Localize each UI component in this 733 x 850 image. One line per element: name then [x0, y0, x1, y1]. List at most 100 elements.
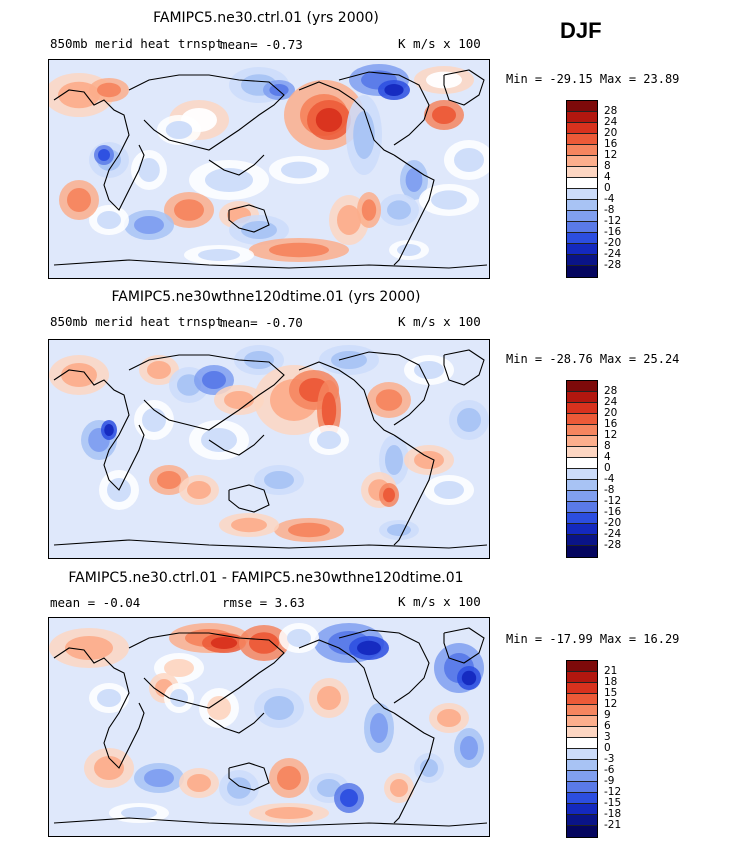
field-anomaly-core	[390, 779, 408, 797]
colorbar-level-label: -28	[604, 539, 622, 551]
colorbar-box	[567, 705, 597, 716]
panel1-mean: mean= -0.73	[220, 37, 303, 52]
colorbar-level-label: -9	[604, 775, 615, 787]
field-anomaly-core	[397, 244, 421, 256]
panel2-map	[48, 339, 490, 559]
field-anomaly-core	[65, 636, 113, 660]
field-anomaly-core	[414, 361, 444, 379]
field-anomaly-core	[461, 670, 477, 686]
coastline	[393, 712, 435, 824]
field-anomaly-core	[375, 389, 403, 411]
colorbar-box	[567, 392, 597, 403]
colorbar-level-label: 0	[604, 182, 611, 194]
colorbar-box	[567, 782, 597, 793]
coastline	[393, 154, 435, 266]
field-anomaly-core	[321, 392, 337, 428]
panel3-title: FAMIPC5.ne30.ctrl.01 - FAMIPC5.ne30wthne…	[68, 570, 464, 586]
panel1-map	[48, 59, 490, 279]
colorbar-box	[567, 716, 597, 727]
colorbar-box	[567, 425, 597, 436]
field-anomaly-core	[361, 199, 377, 221]
field-anomaly-core	[387, 524, 411, 536]
colorbar-box	[567, 403, 597, 414]
colorbar-box	[567, 480, 597, 491]
colorbar-box	[567, 661, 597, 672]
field-anomaly-core	[454, 148, 484, 172]
colorbar-level-label: 15	[604, 687, 618, 699]
season-label: DJF	[560, 18, 602, 43]
colorbar-level-label: 16	[604, 418, 618, 430]
field-anomaly-core	[357, 640, 381, 656]
field-anomaly-core	[317, 431, 341, 449]
colorbar-box	[567, 156, 597, 167]
colorbar-level-label: 0	[604, 462, 611, 474]
panel3-minmax: Min = -17.99 Max = 16.29	[506, 632, 680, 646]
coastline	[338, 351, 430, 426]
field-anomaly-core	[405, 168, 423, 192]
colorbar-level-label: -4	[604, 473, 615, 485]
colorbar-box	[567, 414, 597, 425]
field-anomaly-core	[67, 188, 91, 212]
colorbar-level-label: 12	[604, 149, 618, 161]
field-anomaly-core	[337, 205, 361, 235]
field-anomaly-core	[198, 249, 240, 261]
field-svg	[49, 60, 489, 278]
coastline	[53, 369, 145, 491]
colorbar-level-label: 12	[604, 429, 618, 441]
coastline	[53, 817, 488, 827]
colorbar-level-label: -3	[604, 753, 615, 765]
colorbar-level-label: 12	[604, 698, 618, 710]
colorbar-box	[567, 436, 597, 447]
colorbar-level-label: -16	[604, 506, 622, 518]
field-anomaly-core	[385, 445, 403, 475]
field-anomaly-core	[457, 408, 481, 432]
colorbar-box	[567, 672, 597, 683]
panel3-units: K m/s x 100	[398, 594, 481, 609]
colorbar-level-label: 16	[604, 138, 618, 150]
field-anomaly-core	[315, 108, 343, 132]
field-anomaly-core	[287, 629, 311, 647]
field-anomaly-core	[174, 199, 204, 221]
field-anomaly-core	[370, 713, 388, 743]
field-anomaly-core	[264, 696, 294, 720]
colorbar-box	[567, 760, 597, 771]
colorbar-box	[567, 727, 597, 738]
panel2-title: FAMIPC5.ne30wthne120dtime.01 (yrs 2000)	[111, 289, 421, 305]
colorbar-box	[567, 112, 597, 123]
colorbar-box	[567, 458, 597, 469]
field-anomaly-core	[121, 807, 157, 819]
colorbar-level-label: -8	[604, 204, 615, 216]
field-anomaly-core	[432, 106, 456, 124]
field-anomaly-core	[317, 779, 341, 797]
panel1-title: FAMIPC5.ne30.ctrl.01 (yrs 2000)	[153, 10, 379, 26]
field-anomaly-core	[97, 689, 121, 707]
colorbar-box	[567, 694, 597, 705]
colorbar-level-label: -6	[604, 764, 615, 776]
colorbar-level-label: -4	[604, 193, 615, 205]
colorbar-box	[567, 123, 597, 134]
panel1-colorbar	[566, 100, 598, 278]
colorbar-level-label: -8	[604, 484, 615, 496]
colorbar-box	[567, 189, 597, 200]
coastline	[228, 762, 270, 791]
colorbar-level-label: -20	[604, 237, 622, 249]
colorbar-box	[567, 804, 597, 815]
field-anomaly-core	[387, 200, 411, 220]
field-svg	[49, 618, 489, 836]
field-anomaly-core	[144, 769, 174, 787]
coastline	[53, 89, 145, 211]
coastline	[228, 484, 270, 513]
field-anomaly-core	[227, 777, 251, 799]
colorbar-level-label: 20	[604, 407, 618, 419]
colorbar-box	[567, 266, 597, 277]
coastline	[298, 361, 395, 436]
coastline	[53, 647, 145, 769]
field-anomaly-core	[384, 84, 404, 96]
field-anomaly-core	[249, 632, 279, 654]
coastline	[128, 354, 285, 431]
colorbar-box	[567, 546, 597, 557]
panel2-colorbar	[566, 380, 598, 558]
colorbar-level-label: -24	[604, 248, 622, 260]
colorbar-level-label: -18	[604, 808, 622, 820]
field-anomaly-core	[231, 517, 267, 533]
